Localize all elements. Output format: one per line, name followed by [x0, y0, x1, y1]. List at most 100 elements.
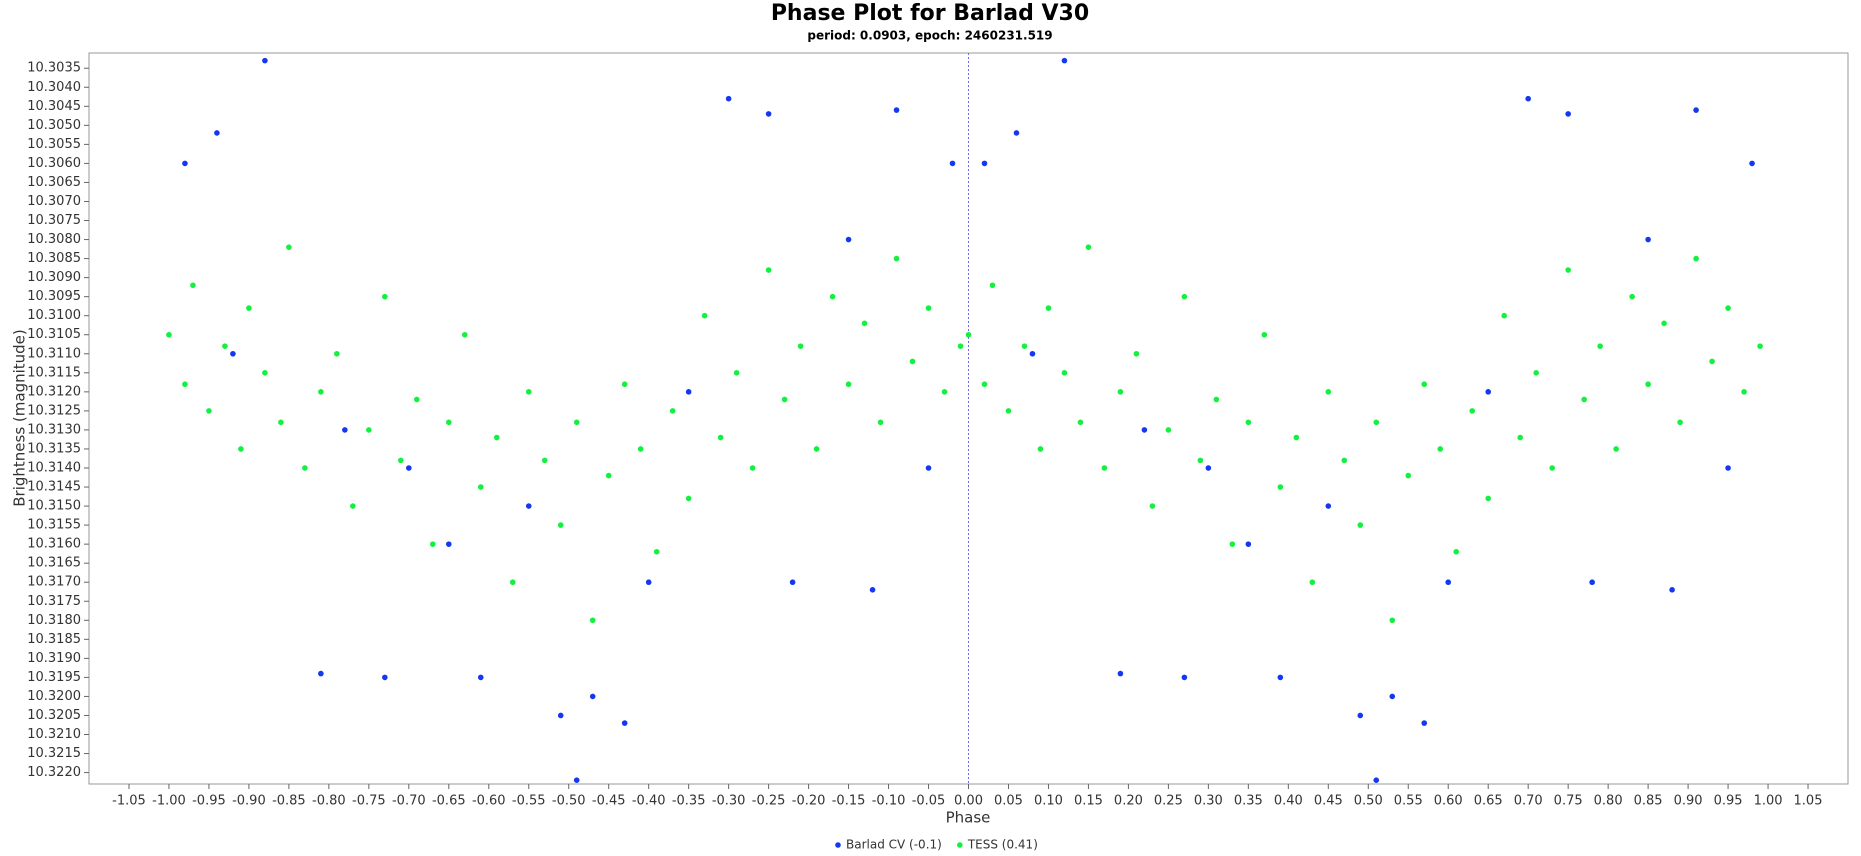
point	[1565, 111, 1571, 117]
point	[789, 579, 796, 586]
point	[1421, 720, 1428, 726]
point	[725, 95, 732, 102]
point	[573, 777, 580, 783]
point	[509, 579, 516, 586]
x-tick-label: 0.45	[1314, 794, 1343, 809]
point	[406, 465, 412, 471]
point	[1309, 579, 1316, 586]
point	[1021, 343, 1028, 349]
point	[589, 617, 596, 624]
point	[1389, 617, 1396, 624]
point	[1229, 541, 1236, 547]
point	[1693, 255, 1699, 262]
point	[637, 446, 644, 452]
y-tick-label: 10.3035	[27, 61, 81, 76]
point	[909, 358, 916, 365]
point	[1581, 396, 1587, 403]
y-tick-label: 10.3180	[27, 613, 81, 628]
point	[957, 343, 964, 349]
point	[1501, 312, 1507, 319]
point	[1741, 389, 1747, 395]
point	[1181, 293, 1188, 300]
point	[605, 472, 612, 479]
y-tick-label: 10.3040	[27, 80, 81, 95]
point	[1061, 57, 1068, 64]
point	[382, 293, 388, 300]
y-tick-label: 10.3050	[27, 118, 81, 133]
point	[1277, 674, 1284, 681]
point	[989, 282, 996, 289]
point	[749, 465, 756, 471]
y-tick-label: 10.3150	[27, 499, 81, 514]
point	[262, 57, 268, 64]
point	[1181, 674, 1188, 681]
point	[525, 503, 532, 509]
point	[717, 434, 724, 441]
point	[845, 236, 852, 243]
point	[398, 457, 404, 464]
point	[557, 712, 564, 719]
legend-label: Barlad CV (-0.1)	[846, 838, 942, 852]
point	[621, 381, 628, 388]
point	[685, 389, 692, 395]
point	[182, 160, 188, 167]
y-tick-label: 10.3215	[27, 746, 81, 761]
point	[477, 674, 484, 681]
point	[1013, 130, 1020, 136]
y-tick-label: 10.3055	[27, 137, 81, 152]
point	[445, 541, 452, 547]
point	[1485, 495, 1492, 502]
x-tick-label: -0.90	[232, 794, 266, 809]
y-tick-label: 10.3165	[27, 556, 81, 571]
point	[342, 427, 348, 433]
x-tick-label: -1.05	[112, 794, 146, 809]
point	[1141, 427, 1148, 433]
point	[1589, 579, 1595, 586]
point	[1077, 419, 1084, 426]
x-tick-label: 0.25	[1154, 794, 1183, 809]
point	[1277, 484, 1284, 490]
point	[445, 419, 452, 426]
point	[645, 579, 652, 586]
point	[278, 419, 284, 426]
point	[1029, 350, 1036, 357]
y-tick-label: 10.3170	[27, 575, 81, 590]
point	[1677, 419, 1683, 426]
y-tick-label: 10.3070	[27, 194, 81, 209]
point	[1453, 548, 1460, 555]
point	[350, 503, 356, 509]
x-tick-label: -0.15	[832, 794, 866, 809]
point	[1373, 419, 1380, 426]
x-tick-label: 0.05	[994, 794, 1023, 809]
point	[1613, 446, 1619, 452]
point	[981, 160, 988, 167]
y-tick-label: 10.3110	[27, 346, 81, 361]
point	[1405, 472, 1412, 479]
point	[1101, 465, 1108, 471]
point	[1533, 370, 1539, 376]
point	[1325, 389, 1332, 395]
point	[222, 343, 228, 349]
x-tick-label: -0.60	[472, 794, 506, 809]
point	[1445, 579, 1452, 586]
point	[1117, 389, 1124, 395]
x-tick-label: -0.10	[872, 794, 906, 809]
point	[1085, 244, 1092, 250]
point	[589, 693, 596, 700]
point	[1005, 408, 1012, 414]
x-tick-label: 0.85	[1634, 794, 1663, 809]
point	[781, 396, 788, 403]
x-axis-label: Phase	[946, 809, 991, 827]
point	[765, 111, 772, 117]
x-tick-label: 0.15	[1074, 794, 1103, 809]
y-tick-label: 10.3190	[27, 651, 81, 666]
point	[1197, 457, 1204, 464]
y-tick-label: 10.3130	[27, 422, 81, 437]
point	[1205, 465, 1212, 471]
x-tick-label: 0.60	[1434, 794, 1463, 809]
y-tick-label: 10.3080	[27, 232, 81, 247]
x-tick-label: 0.95	[1714, 794, 1743, 809]
x-tick-label: 0.30	[1194, 794, 1223, 809]
point	[525, 389, 532, 395]
